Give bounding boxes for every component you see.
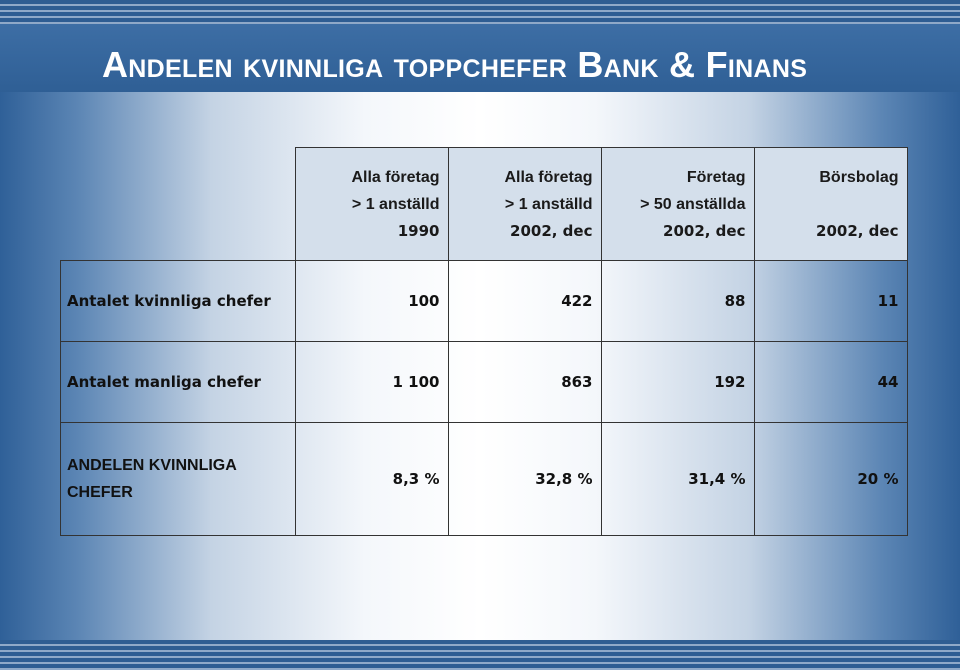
- column-header-line: > 50 anställda: [640, 195, 746, 213]
- column-header-line: > 1 anställd: [351, 195, 440, 213]
- column-header-2: Alla företag > 1 anställd 2002, dec: [447, 147, 602, 261]
- column-header-line: Alla företag: [504, 168, 593, 186]
- column-header-year: 2002, dec: [816, 221, 899, 240]
- column-header-year: 2002, dec: [663, 221, 746, 240]
- column-header-line: > 1 anställd: [504, 195, 593, 213]
- column-header-3: Företag > 50 anställda 2002, dec: [600, 147, 755, 261]
- table-cell: 44: [753, 341, 908, 423]
- column-header-line: Företag: [686, 168, 746, 186]
- table-row: ANDELEN KVINNLIGA CHEFER 8,3 % 32,8 % 31…: [60, 422, 908, 536]
- table-cell: 88: [600, 260, 755, 342]
- column-header-line: Alla företag: [351, 168, 440, 186]
- table-cell: 100: [294, 260, 449, 342]
- column-header-year: 2002, dec: [510, 221, 593, 240]
- table-cell: 1 100: [294, 341, 449, 423]
- column-header-4: Börsbolag 2002, dec: [753, 147, 908, 261]
- table-cell: 422: [447, 260, 602, 342]
- statistics-table: Alla företag > 1 anställd 1990 Alla före…: [60, 147, 908, 536]
- table-cell: 863: [447, 341, 602, 423]
- slide-title: Andelen kvinnliga toppchefer Bank & Fina…: [102, 44, 808, 85]
- row-label: ANDELEN KVINNLIGA CHEFER: [60, 422, 296, 536]
- table-cell: 20 %: [753, 422, 908, 536]
- table-row: Antalet manliga chefer 1 100 863 192 44: [60, 341, 908, 423]
- bottom-stripes: [0, 640, 960, 670]
- column-header-year: 1990: [397, 221, 440, 240]
- table-row: Antalet kvinnliga chefer 100 422 88 11: [60, 260, 908, 342]
- title-band: [0, 24, 960, 92]
- top-stripes: [0, 0, 960, 24]
- table-cell: 8,3 %: [294, 422, 449, 536]
- header-corner: [61, 148, 296, 261]
- row-label: Antalet kvinnliga chefer: [60, 260, 296, 342]
- column-header-line: [763, 191, 899, 218]
- table-cell: 192: [600, 341, 755, 423]
- column-header-1: Alla företag > 1 anställd 1990: [294, 147, 449, 261]
- column-header-line: Börsbolag: [819, 168, 899, 186]
- table-cell: 31,4 %: [600, 422, 755, 536]
- table-cell: 11: [753, 260, 908, 342]
- header-row: Alla företag > 1 anställd 1990 Alla före…: [61, 147, 908, 261]
- row-label: Antalet manliga chefer: [60, 341, 296, 423]
- table-cell: 32,8 %: [447, 422, 602, 536]
